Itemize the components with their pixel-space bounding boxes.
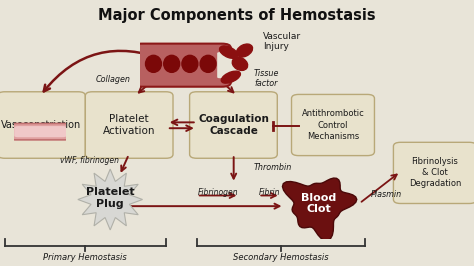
FancyBboxPatch shape (190, 92, 277, 158)
Text: Antithrombotic
Control
Mechanisms: Antithrombotic Control Mechanisms (301, 109, 365, 141)
Text: Thrombin: Thrombin (254, 163, 292, 172)
Text: Plasmin: Plasmin (371, 190, 402, 199)
Text: Secondary Hemostasis: Secondary Hemostasis (233, 253, 328, 263)
Text: Tissue
factor: Tissue factor (254, 69, 279, 88)
Text: Platelet
Activation: Platelet Activation (103, 114, 155, 136)
Text: Coagulation
Cascade: Coagulation Cascade (198, 114, 269, 136)
Text: Fibrinogen: Fibrinogen (198, 188, 238, 197)
Text: Fibrin: Fibrin (258, 188, 280, 197)
Text: Primary Hemostasis: Primary Hemostasis (44, 253, 127, 263)
Text: Vascular
Injury: Vascular Injury (263, 32, 301, 51)
Text: vWF, fibrinogen: vWF, fibrinogen (60, 156, 118, 165)
Text: Fibrinolysis
& Clot
Degradation: Fibrinolysis & Clot Degradation (409, 157, 461, 189)
FancyBboxPatch shape (292, 94, 374, 156)
Text: Collagen: Collagen (95, 75, 130, 84)
FancyBboxPatch shape (393, 142, 474, 203)
Text: Vasoconstriction: Vasoconstriction (1, 120, 82, 130)
FancyBboxPatch shape (0, 92, 85, 158)
FancyArrowPatch shape (44, 51, 166, 92)
Text: Major Components of Hemostasis: Major Components of Hemostasis (98, 8, 376, 23)
FancyBboxPatch shape (85, 92, 173, 158)
